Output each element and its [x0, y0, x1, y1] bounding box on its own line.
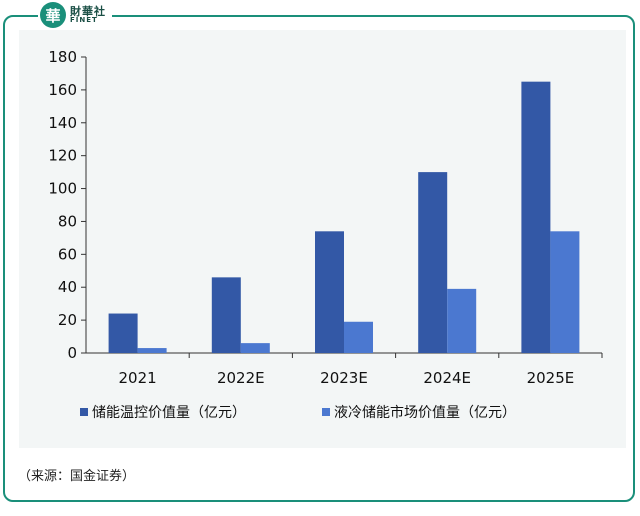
bar-series-1-2024E [418, 172, 448, 353]
y-tick-label: 60 [58, 245, 77, 263]
bar-series-1-2022E [211, 277, 241, 353]
source-note: （来源：国金证券） [18, 469, 136, 484]
logo-chinese-text: 財華社 [70, 5, 106, 18]
x-tick-label: 2025E [527, 369, 575, 387]
y-tick-label: 20 [58, 311, 77, 329]
legend-label-2: 液冷储能市场价值量（亿元） [334, 404, 516, 421]
y-tick-label: 160 [48, 81, 77, 99]
x-tick-label: 2024E [423, 369, 471, 387]
bar-series-1-2025E [521, 81, 551, 354]
x-tick-label: 2023E [320, 369, 368, 387]
x-tick-label: 2022E [217, 369, 265, 387]
bar-series-1-2021 [108, 313, 138, 353]
logo-english-text: FINET [70, 16, 98, 24]
y-tick-label: 140 [48, 114, 77, 132]
finet-logo: 華 財華社 FINET [38, 0, 112, 30]
y-tick-label: 40 [58, 278, 77, 296]
legend-swatch-1 [80, 408, 88, 416]
bar-series-2-2024E [447, 288, 477, 353]
y-tick-label: 180 [48, 48, 77, 66]
legend-swatch-2 [322, 408, 330, 416]
bar-series-1-2023E [315, 231, 344, 353]
y-tick-label: 80 [58, 212, 77, 230]
y-tick-label: 0 [67, 344, 77, 362]
bar-series-2-2023E [344, 321, 373, 353]
y-tick-label: 100 [48, 180, 77, 198]
x-tick-label: 2021 [119, 369, 157, 387]
bar-series-2-2022E [240, 343, 270, 353]
y-tick-label: 120 [48, 147, 77, 165]
bar-series-2-2025E [550, 231, 580, 353]
legend-label-1: 储能温控价值量（亿元） [92, 405, 246, 421]
bar-series-2-2021 [137, 348, 167, 353]
finet-logo-icon: 華 [40, 2, 66, 28]
